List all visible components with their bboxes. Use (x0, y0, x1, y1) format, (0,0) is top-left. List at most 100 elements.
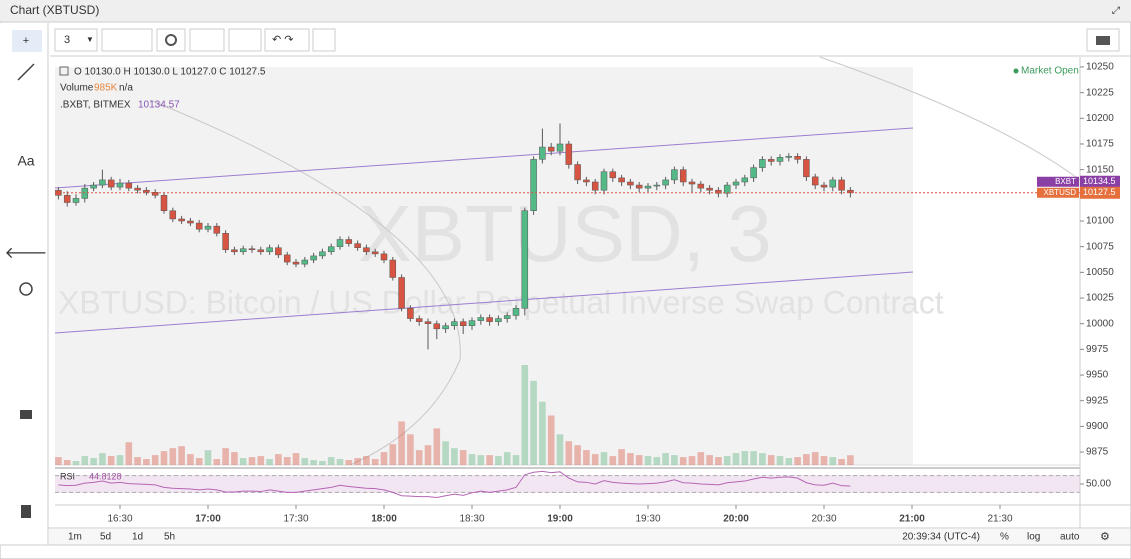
range-button[interactable]: 5h (164, 532, 175, 543)
volume-bar (204, 450, 212, 465)
range-button[interactable]: 1d (132, 532, 143, 543)
y-tick-label: 9975 (1086, 344, 1109, 355)
zoom-tool[interactable] (19, 282, 33, 296)
candle-body (222, 233, 229, 251)
range-button[interactable]: 1m (68, 532, 82, 543)
interval-select[interactable] (54, 28, 98, 52)
x-tick-label: 18:30 (459, 514, 484, 525)
candle-body (319, 251, 326, 257)
candle-body (574, 164, 581, 181)
crosshair-tool[interactable] (12, 30, 42, 52)
volume-bar (327, 457, 335, 465)
volume-bar (231, 452, 238, 465)
volume-bar (310, 460, 317, 465)
clock: 20:39:34 (UTC-4) (902, 532, 980, 543)
expand-button[interactable]: ⤢ (1112, 6, 1120, 17)
candle-body (723, 184, 731, 194)
volume-bar (134, 457, 141, 465)
candle-body (380, 253, 388, 261)
candle-body (600, 171, 608, 191)
candle-body (248, 248, 256, 251)
volume-bar (820, 456, 828, 465)
scale-option[interactable]: auto (1060, 532, 1080, 543)
candle-body (741, 177, 749, 183)
interval-value: 3 (64, 34, 70, 46)
candle-body (671, 169, 678, 181)
volume-bar (574, 445, 581, 465)
volume-bar (275, 454, 282, 465)
y-tick-label: 10100 (1086, 216, 1114, 227)
volume-bar (389, 444, 397, 465)
candle-body (591, 181, 599, 191)
candle-body (495, 318, 502, 322)
candle-body (292, 261, 300, 265)
candle-body (371, 251, 379, 255)
settings[interactable] (156, 28, 186, 52)
candle-body (239, 248, 247, 253)
volume-bar (257, 456, 265, 465)
lock-tool[interactable] (20, 410, 32, 419)
candle-body (178, 218, 185, 222)
trend-line-tool[interactable] (17, 63, 35, 81)
index-legend-value: 10134.57 (138, 100, 180, 111)
x-tick-label: 19:30 (635, 514, 660, 525)
candle-body (169, 210, 177, 220)
volume-bar (55, 457, 62, 465)
candle-body (706, 187, 713, 191)
volume-bar (671, 455, 678, 465)
range-button[interactable]: 5d (100, 532, 111, 543)
volume-bar (380, 452, 388, 465)
volume-bar (451, 448, 458, 465)
svg-text:↶ ↷: ↶ ↷ (272, 34, 294, 46)
candle-body (231, 249, 238, 253)
price-tag-value: 10134.5 (1083, 176, 1116, 186)
scale-option[interactable]: log (1027, 532, 1040, 543)
candle-body (750, 167, 757, 179)
rsi-legend-value: 44.8128 (89, 471, 122, 481)
volume-bar (679, 457, 687, 465)
x-tick-label: 16:30 (107, 514, 132, 525)
volume-bar (468, 454, 476, 465)
shaded-range (55, 67, 913, 465)
volume-bar (591, 454, 599, 465)
price-tag-value-box (1080, 175, 1120, 188)
volume-bar (213, 459, 221, 465)
volume-bar (521, 365, 529, 465)
text-tool[interactable]: Aa (17, 153, 34, 169)
volume-bar (600, 452, 608, 465)
volume-bar (336, 459, 344, 465)
volume-bar (723, 456, 731, 465)
candle-body (116, 182, 124, 188)
candle-body (565, 143, 573, 165)
delete-tool[interactable] (21, 505, 31, 518)
compare[interactable] (228, 28, 262, 52)
candle-body (160, 195, 168, 211)
volume-bar (239, 458, 247, 465)
x-tick-label: 18:00 (371, 514, 397, 525)
candle-body (275, 247, 282, 256)
scale-settings[interactable]: ⚙ (1100, 531, 1110, 543)
bars[interactable] (312, 28, 336, 52)
undo-redo[interactable] (264, 28, 310, 52)
chart-type[interactable] (101, 28, 153, 52)
market-status: Market Open (1021, 66, 1079, 77)
volume-bar (442, 441, 449, 465)
candle-body (407, 308, 414, 319)
volume-bar (609, 456, 617, 465)
volume-bar (248, 457, 256, 465)
price-tag (1037, 187, 1079, 198)
candle-body (688, 181, 696, 185)
bottom-bar (49, 529, 1130, 545)
candle-body (539, 146, 546, 160)
volume-bar (583, 450, 590, 465)
candle-body (327, 246, 335, 253)
arrow-tool[interactable]: 🡐 (5, 245, 48, 262)
candle-body (134, 187, 141, 191)
volume-bar (635, 455, 643, 465)
index-legend: .BXBT, BITMEX (60, 100, 131, 111)
watermark-symbol: XBTUSD, 3 (358, 189, 771, 278)
candle-body (679, 169, 687, 183)
scale-option[interactable]: % (1000, 532, 1009, 543)
indicators[interactable] (189, 28, 225, 52)
